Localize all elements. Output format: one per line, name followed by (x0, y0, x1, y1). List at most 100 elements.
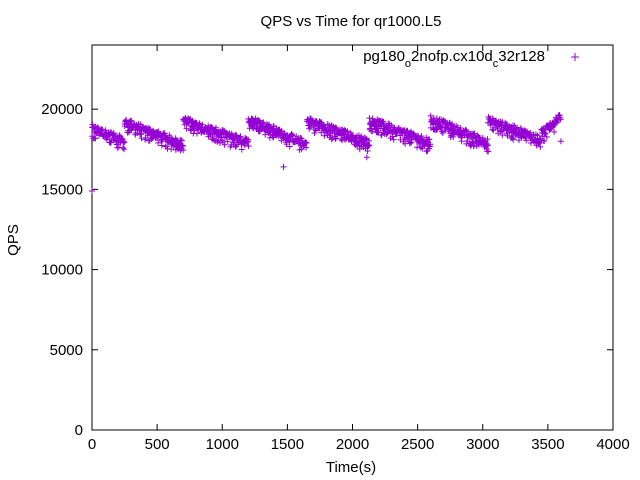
data-point (303, 139, 310, 146)
data-point (426, 136, 433, 143)
data-point (447, 122, 454, 129)
data-point (457, 124, 464, 131)
data-point (214, 138, 221, 145)
x-tick-label: 3000 (466, 436, 499, 453)
x-tick-label: 500 (145, 436, 170, 453)
data-point (479, 134, 486, 141)
data-point (224, 138, 231, 145)
data-point (427, 124, 434, 131)
data-point (245, 136, 252, 143)
data-point (433, 115, 440, 122)
data-point (332, 135, 339, 142)
x-tick-label: 2000 (336, 436, 369, 453)
data-point (321, 132, 328, 139)
x-tick-label: 2500 (401, 436, 434, 453)
data-point (280, 163, 287, 170)
data-point (238, 146, 245, 153)
data-point (102, 127, 109, 134)
data-point (286, 143, 293, 150)
data-point (283, 141, 290, 148)
data-point (302, 139, 309, 146)
y-tick-label: 20000 (41, 101, 83, 118)
data-point (483, 141, 490, 148)
data-point (212, 124, 219, 131)
data-point (180, 147, 187, 154)
data-point (236, 134, 243, 141)
data-point (363, 154, 370, 161)
data-point (260, 119, 267, 126)
data-point (427, 141, 434, 148)
x-tick-label: 1500 (271, 436, 304, 453)
y-tick-label: 10000 (41, 262, 83, 279)
data-point (108, 139, 115, 146)
data-point (95, 125, 102, 132)
data-point (551, 128, 558, 135)
data-point (365, 142, 372, 149)
data-point (517, 125, 524, 132)
plot-area (91, 44, 614, 431)
data-point (380, 118, 387, 125)
data-point (177, 137, 184, 144)
y-tick-label: 15000 (41, 181, 83, 198)
x-axis-title: Time(s) (326, 459, 376, 476)
data-point (534, 132, 541, 139)
data-point (161, 130, 168, 137)
data-point (441, 117, 448, 124)
data-point (232, 132, 239, 139)
y-axis-title: QPS (5, 224, 22, 256)
data-point (193, 130, 200, 137)
data-point (419, 145, 426, 152)
x-tick-label: 1000 (206, 436, 239, 453)
data-point (92, 135, 99, 142)
data-point (463, 128, 470, 135)
data-point (537, 143, 544, 150)
data-point (485, 148, 492, 155)
data-point (123, 116, 130, 123)
data-point (489, 115, 496, 122)
data-point (155, 139, 162, 146)
data-point (510, 136, 517, 143)
data-point (332, 135, 339, 142)
data-point (245, 143, 252, 150)
data-point (134, 130, 141, 137)
data-point (128, 117, 135, 124)
data-points (89, 111, 564, 194)
data-point (270, 134, 277, 141)
data-point (116, 132, 123, 139)
data-point (433, 126, 440, 133)
data-point (159, 136, 166, 143)
data-point (438, 128, 445, 135)
x-tick-label: 4000 (596, 436, 629, 453)
data-point (287, 136, 294, 143)
data-point (168, 146, 175, 153)
data-point (89, 187, 95, 194)
data-point (509, 135, 516, 142)
data-point (356, 146, 363, 153)
chart-title: QPS vs Time for qr1000.L5 (261, 13, 442, 30)
data-point (541, 138, 548, 145)
data-point (115, 144, 122, 151)
data-point (458, 138, 465, 145)
data-point (278, 128, 285, 135)
data-point (484, 136, 491, 143)
legend-marker (571, 53, 579, 61)
data-point (366, 142, 373, 149)
data-point (199, 121, 206, 128)
x-tick-label: 3500 (531, 436, 564, 453)
data-point (393, 131, 400, 138)
data-point (553, 119, 560, 126)
data-point (427, 112, 434, 119)
data-point (365, 137, 372, 144)
data-point (179, 142, 186, 149)
y-tick-label: 0 (75, 422, 83, 439)
data-point (168, 135, 175, 142)
data-point (542, 130, 549, 137)
data-point (270, 134, 277, 141)
data-point (120, 138, 127, 145)
data-point (489, 126, 496, 133)
data-point (110, 130, 117, 137)
data-point (463, 127, 470, 134)
data-point (541, 130, 548, 137)
data-point (311, 126, 318, 133)
